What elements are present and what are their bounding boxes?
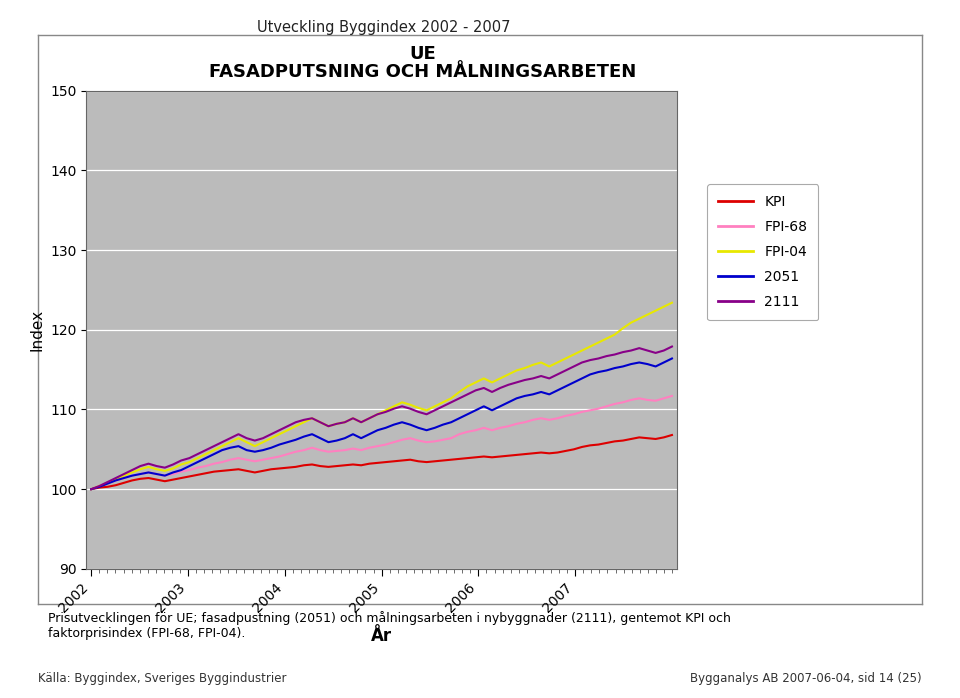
Text: UE: UE <box>409 45 436 64</box>
Legend: KPI, FPI-68, FPI-04, 2051, 2111: KPI, FPI-68, FPI-04, 2051, 2111 <box>708 184 819 320</box>
Text: Utveckling Byggindex 2002 - 2007: Utveckling Byggindex 2002 - 2007 <box>257 20 511 34</box>
X-axis label: År: År <box>371 627 393 644</box>
Text: FASADPUTSNING OCH MÅLNINGSARBETEN: FASADPUTSNING OCH MÅLNINGSARBETEN <box>208 63 636 81</box>
Text: Prisutvecklingen för UE; fasadpustning (2051) och målningsarbeten i nybyggnader : Prisutvecklingen för UE; fasadpustning (… <box>48 611 731 640</box>
Text: Källa: Byggindex, Sveriges Byggindustrier: Källa: Byggindex, Sveriges Byggindustrie… <box>38 672 287 685</box>
Y-axis label: Index: Index <box>30 309 44 351</box>
Text: Bygganalys AB 2007-06-04, sid 14 (25): Bygganalys AB 2007-06-04, sid 14 (25) <box>690 672 922 685</box>
